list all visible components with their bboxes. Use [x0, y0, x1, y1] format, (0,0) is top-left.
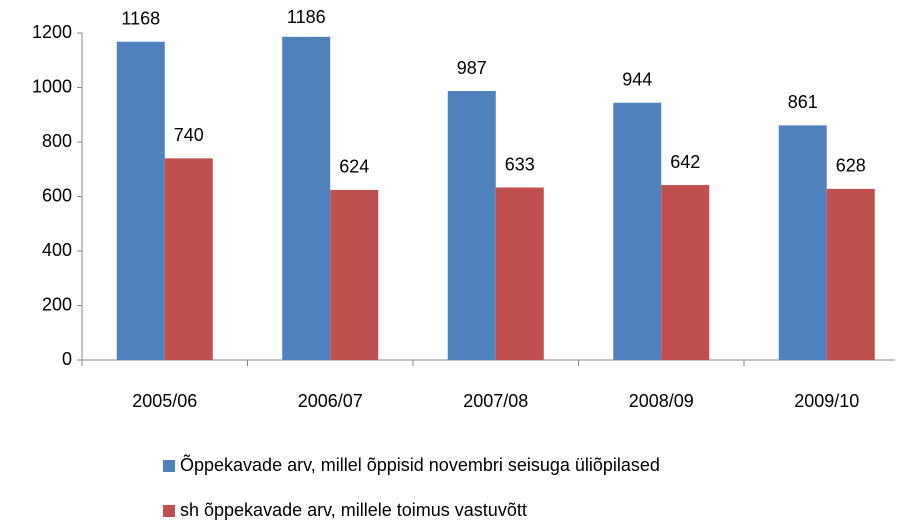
- x-tick-label: 2005/06: [132, 391, 197, 411]
- bar: [282, 36, 331, 360]
- bar: [778, 125, 827, 360]
- data-label: 861: [788, 92, 818, 112]
- bar: [661, 185, 710, 360]
- data-label: 944: [622, 70, 652, 90]
- data-label: 740: [174, 125, 204, 145]
- data-label: 624: [339, 157, 369, 177]
- y-tick-label: 400: [42, 240, 72, 260]
- y-tick-label: 1000: [32, 76, 72, 96]
- data-label: 628: [836, 156, 866, 176]
- bar: [495, 187, 544, 360]
- x-tick-label: 2009/10: [794, 391, 859, 411]
- data-label: 1168: [121, 8, 160, 28]
- x-tick-label: 2007/08: [463, 391, 528, 411]
- legend-swatch: [163, 505, 175, 517]
- bar: [826, 188, 875, 360]
- y-tick-label: 800: [42, 131, 72, 151]
- data-label: 1186: [287, 7, 326, 27]
- legend-label: sh õppekavade arv, millele toimus vastuv…: [180, 500, 527, 520]
- data-label: 633: [505, 154, 535, 174]
- bar: [116, 41, 165, 360]
- y-tick-label: 1200: [32, 22, 72, 42]
- bar: [613, 102, 662, 360]
- x-tick-label: 2008/09: [629, 391, 694, 411]
- legend-label: Õppekavade arv, millel õppisid novembri …: [180, 454, 660, 475]
- legend-swatch: [163, 460, 175, 472]
- data-label: 987: [457, 58, 487, 78]
- y-tick-label: 200: [42, 294, 72, 314]
- y-tick-label: 0: [62, 349, 72, 369]
- data-label: 642: [670, 152, 700, 172]
- bar: [164, 158, 213, 360]
- bar: [447, 91, 496, 360]
- x-tick-label: 2006/07: [298, 391, 363, 411]
- y-tick-label: 600: [42, 185, 72, 205]
- bar: [330, 189, 379, 360]
